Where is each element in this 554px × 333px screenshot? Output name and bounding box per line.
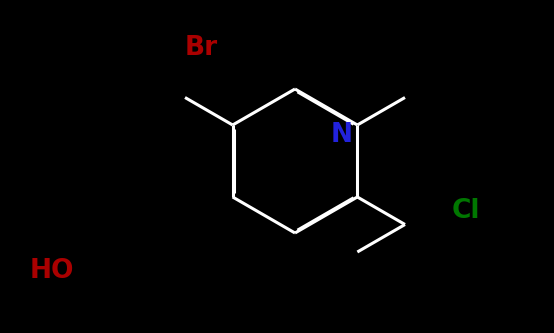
Text: HO: HO (30, 258, 74, 284)
Text: N: N (331, 122, 353, 148)
Text: Cl: Cl (452, 198, 480, 224)
Text: Br: Br (185, 35, 218, 61)
